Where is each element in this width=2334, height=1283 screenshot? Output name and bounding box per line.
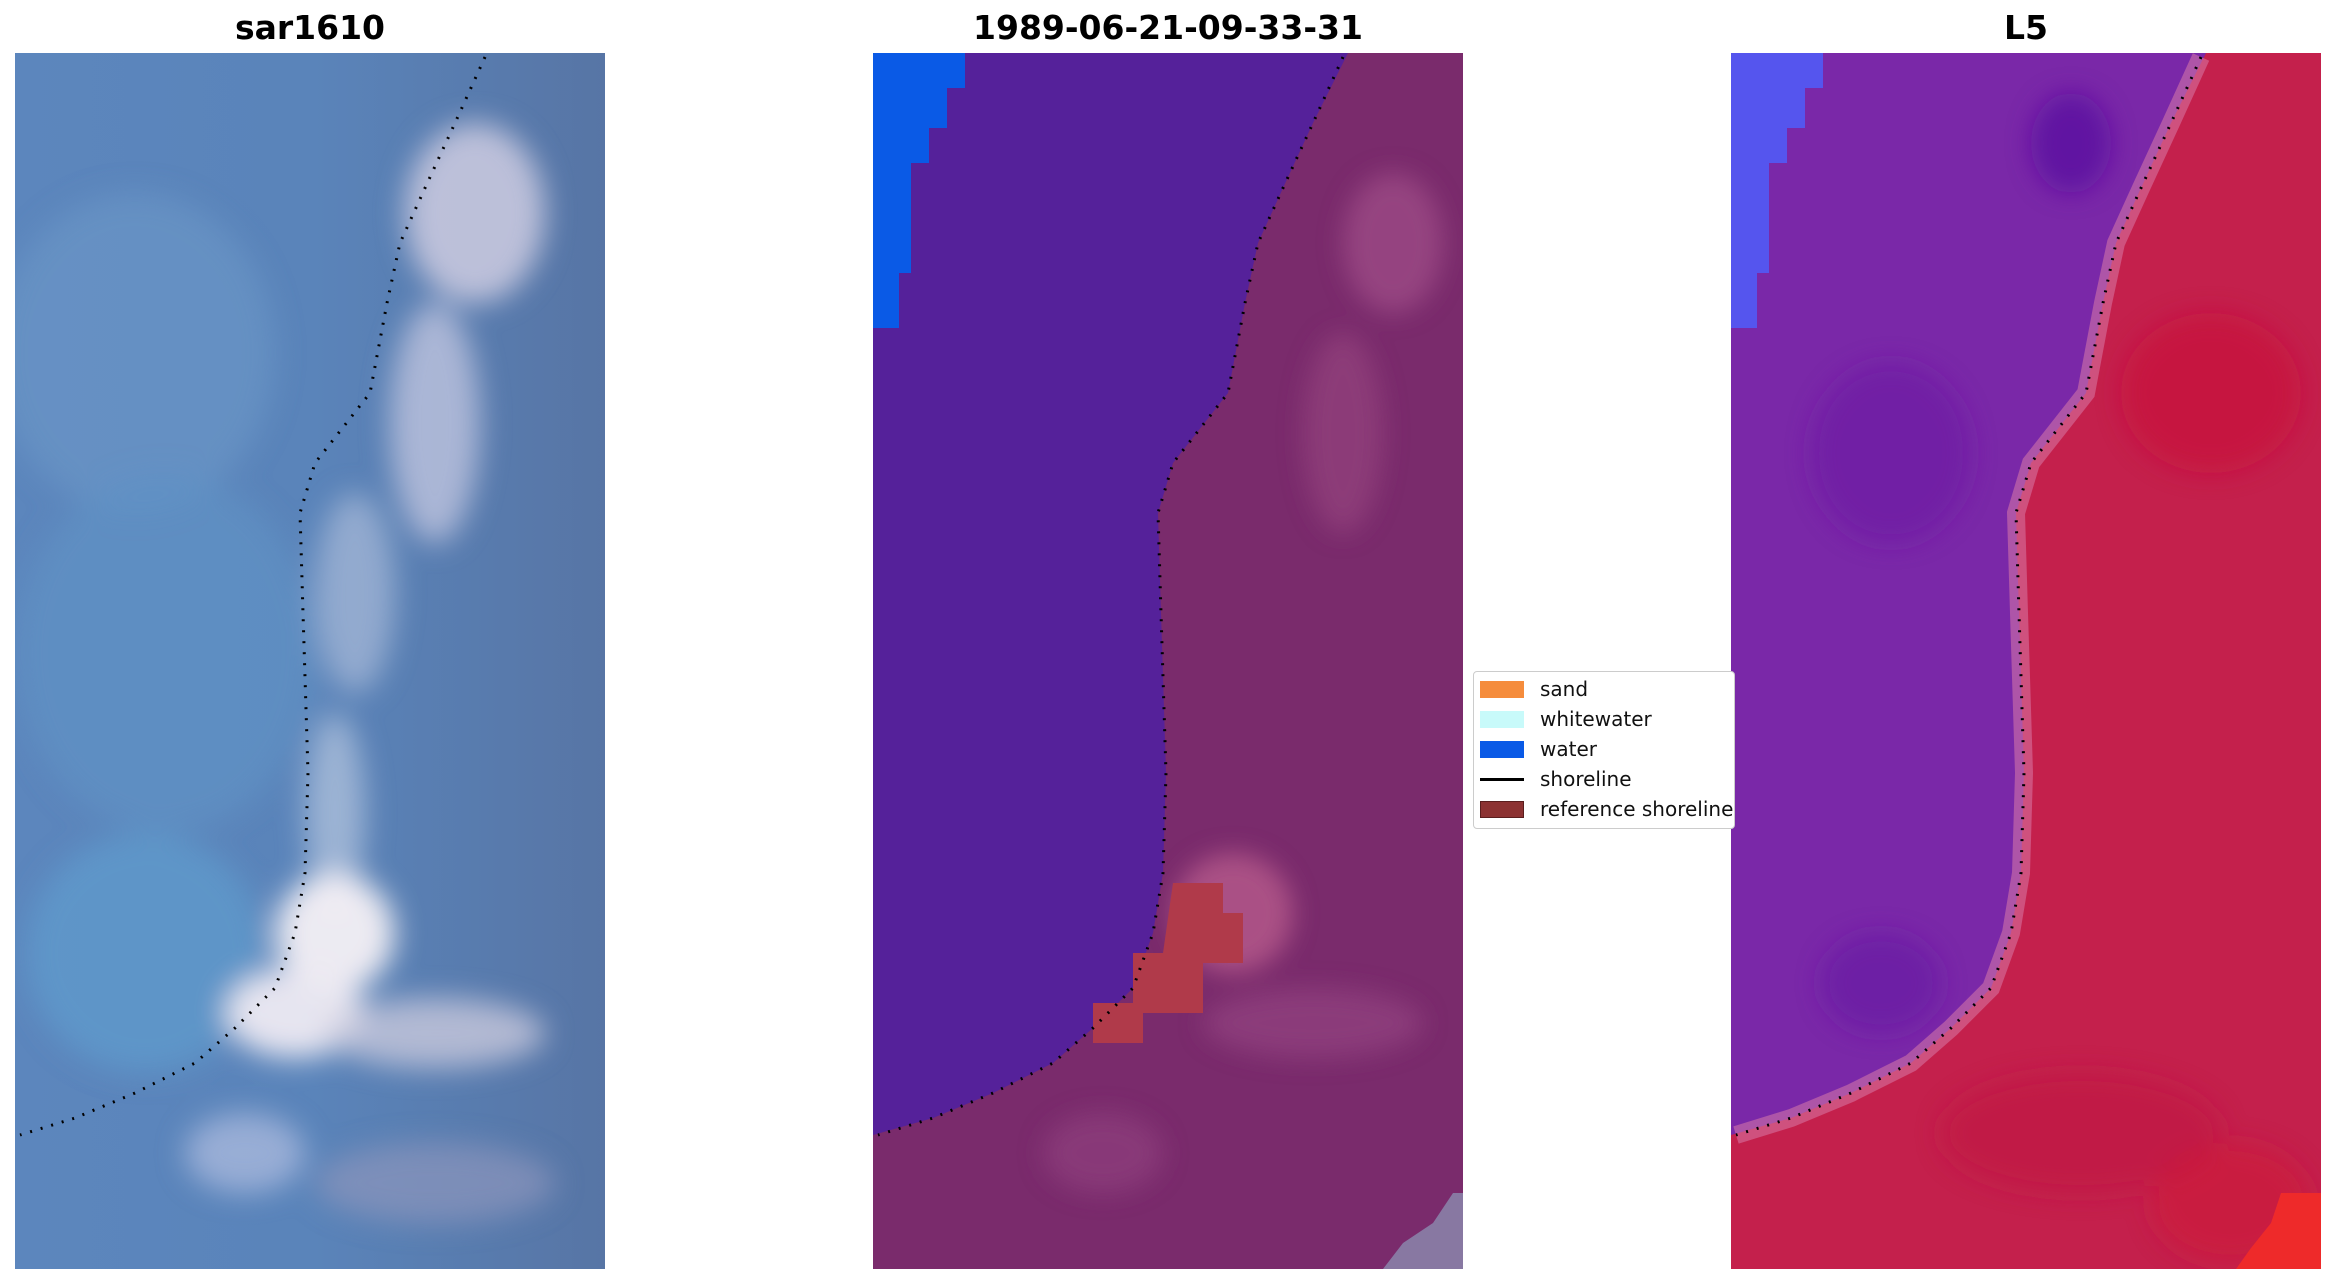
classification-image [873, 53, 1463, 1269]
reference-shoreline-area [1093, 883, 1243, 1043]
legend: sand whitewater water shoreline referenc… [1473, 671, 1735, 829]
index-image [1731, 53, 2321, 1269]
legend-item-sand: sand [1480, 675, 1588, 703]
water-patch [873, 53, 965, 328]
reference-shoreline-swatch [1480, 800, 1524, 818]
legend-item-reference-shoreline: reference shoreline [1480, 795, 1733, 823]
legend-item-shoreline: shoreline [1480, 765, 1632, 793]
legend-label: whitewater [1540, 707, 1652, 731]
panel-title-classification: 1989-06-21-09-33-31 [973, 8, 1363, 47]
rgb-image-panel [15, 53, 605, 1269]
classification-panel [873, 53, 1463, 1269]
legend-label: water [1540, 737, 1597, 761]
whitewater-swatch [1480, 710, 1524, 728]
water-class-region [873, 53, 1348, 1135]
rgb-image [15, 53, 605, 1269]
legend-item-water: water [1480, 735, 1597, 763]
panel-title-rgb: sar1610 [234, 8, 386, 47]
legend-item-whitewater: whitewater [1480, 705, 1652, 733]
legend-label: shoreline [1540, 767, 1632, 791]
legend-label: reference shoreline [1540, 797, 1734, 821]
sand-swatch [1480, 680, 1524, 698]
index-panel [1731, 53, 2321, 1269]
shoreline-swatch [1480, 777, 1524, 781]
legend-label: sand [1540, 677, 1589, 701]
panel-title-index: L5 [2004, 8, 2048, 47]
water-swatch [1480, 740, 1524, 758]
